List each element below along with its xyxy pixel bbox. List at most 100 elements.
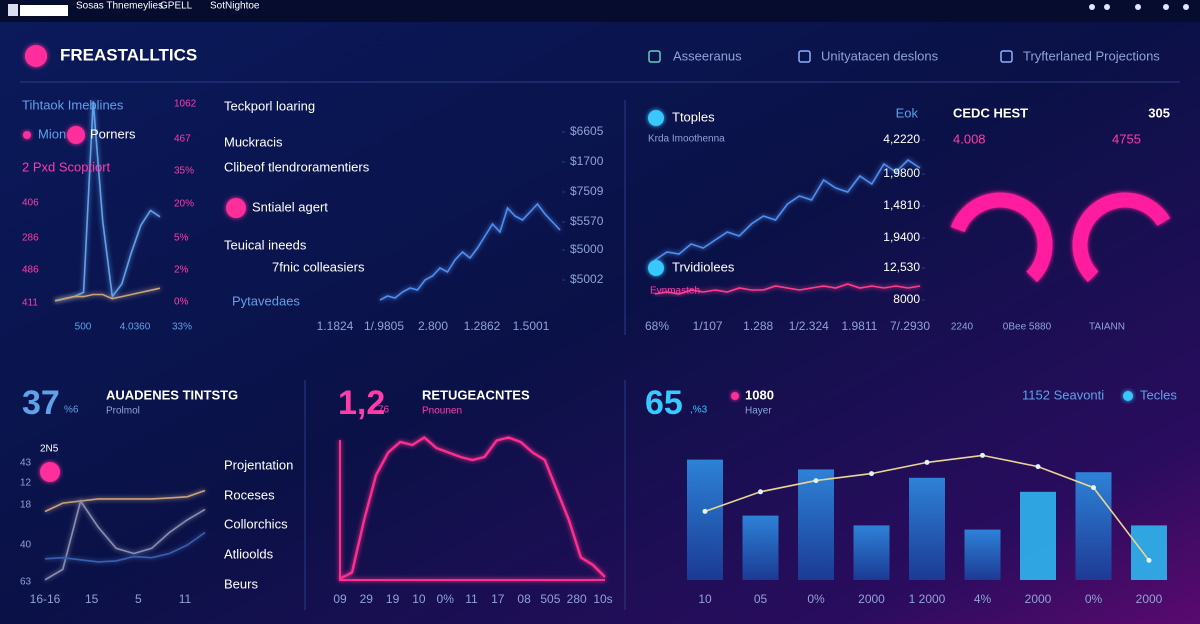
tab-icon[interactable]: [1000, 50, 1013, 63]
line: [44, 489, 206, 513]
label: 43: [20, 458, 32, 469]
line-point: [758, 489, 763, 495]
label: 2 Pxd Scoptiort: [22, 159, 111, 174]
x-tick-label: 08: [517, 592, 531, 606]
x-tick-label: 4.0360: [120, 322, 151, 333]
label: 12: [20, 478, 32, 489]
line-point: [813, 478, 819, 484]
axis: [339, 440, 605, 581]
y-tick-label: 1,4810: [883, 198, 920, 212]
x-tick-label: 10: [698, 592, 712, 606]
note: Muckracis: [224, 134, 283, 149]
x-tick-label: 09: [333, 592, 347, 606]
label: Mion: [38, 126, 66, 141]
x-tick-label: 2000: [858, 592, 885, 606]
legend-entry: 1152 Seavonti: [1022, 387, 1104, 402]
big-number: 1,2: [338, 384, 385, 422]
tab[interactable]: Asseeranus: [673, 48, 742, 63]
x-tick-label: 1/107: [693, 319, 723, 333]
side-label: Beurs: [224, 576, 258, 591]
icon[interactable]: [1183, 4, 1189, 10]
tab-icon[interactable]: [798, 50, 811, 63]
line-point: [1146, 557, 1152, 563]
icon: [40, 462, 60, 482]
x-tick-label: 0%: [437, 592, 455, 606]
icon: [67, 126, 85, 144]
x-tick-label: 1.1824: [317, 319, 354, 333]
label: 20%: [174, 199, 194, 210]
y-tick-label: 1,9400: [883, 230, 920, 244]
label: 5%: [174, 233, 189, 244]
side-label: Atlioolds: [224, 546, 274, 561]
x-tick-label: 1.5001: [513, 319, 550, 333]
label: 2%: [174, 265, 189, 276]
legend-entry: Tecles: [1140, 387, 1177, 402]
x-tick-label: 1/2.324: [789, 319, 829, 333]
x-tick-label: 1/.9805: [364, 319, 404, 333]
x-tick-label: 10: [412, 592, 426, 606]
x-tick-label: 500: [75, 322, 92, 333]
x-tick-label: 0%: [1085, 592, 1103, 606]
label: 1080: [745, 387, 774, 402]
label: 63: [20, 577, 32, 588]
icon: [226, 198, 246, 218]
big-number: 65: [645, 384, 683, 422]
label: 2N5: [40, 444, 59, 455]
x-tick-label: 17: [491, 592, 505, 606]
x-tick-label: 7/.2930: [890, 319, 930, 333]
note: Clibeof tlendroramentiers: [224, 159, 370, 174]
line-point: [1035, 464, 1041, 470]
label: Pnounen: [422, 406, 462, 417]
x-tick-label: 0%: [807, 592, 825, 606]
y-tick-label: $7509: [570, 184, 604, 198]
menu-item[interactable]: GPELL: [160, 1, 193, 12]
tab-icons: [648, 50, 1013, 63]
tab-icon[interactable]: [648, 50, 661, 63]
bar: [687, 459, 723, 580]
y-tick-label: $1700: [570, 154, 604, 168]
gauge-arc: [1072, 192, 1171, 283]
label: Hayer: [745, 406, 772, 417]
title: FREASTALLTICS: [60, 45, 197, 64]
x-tick-label: 16-16: [30, 592, 61, 606]
big-number: 37: [22, 384, 60, 422]
icon[interactable]: [1089, 4, 1095, 10]
readout: 4.008: [953, 131, 986, 146]
line: [44, 499, 206, 581]
note: 7fnic colleasiers: [272, 259, 365, 274]
label: Evnmasteh: [650, 286, 700, 297]
y-tick-label: $5000: [570, 242, 604, 256]
label: Krda Imoothenna: [648, 134, 725, 145]
side-label: Roceses: [224, 487, 275, 502]
x-tick-label: 1.2862: [464, 319, 501, 333]
y-tick-label: 8000: [893, 292, 920, 306]
label: Porners: [90, 126, 136, 141]
icon[interactable]: [1104, 4, 1110, 10]
icon[interactable]: [1135, 4, 1141, 10]
icon[interactable]: [1163, 4, 1169, 10]
bar: [1075, 472, 1112, 580]
line: [44, 531, 206, 563]
brand: Sosas Thnemeylies: [76, 1, 163, 12]
tab[interactable]: Unityatacen deslons: [821, 48, 939, 63]
line-point: [924, 459, 930, 465]
tab[interactable]: Tryfterlaned Projections: [1023, 48, 1160, 63]
label: Prolmol: [106, 406, 140, 417]
x-tick-label: 4%: [974, 592, 992, 606]
bar: [853, 525, 890, 580]
x-tick-label: 15: [85, 592, 99, 606]
bar: [1131, 525, 1167, 580]
label: 1062: [174, 99, 197, 110]
x-tick-label: 505: [540, 592, 560, 606]
menu-item[interactable]: SotNightoe: [210, 1, 260, 12]
label: Ttoples: [672, 109, 715, 124]
label: AUADENES TINTSTG: [106, 387, 238, 402]
icon: [648, 110, 664, 126]
label: %6: [64, 405, 79, 416]
line: [339, 436, 606, 580]
y-tick-label: 4,2220: [883, 132, 920, 146]
label: 0Bee 5880: [1003, 322, 1052, 333]
bar: [798, 469, 834, 580]
title-icon: [25, 45, 47, 67]
separators: [20, 81, 1180, 610]
